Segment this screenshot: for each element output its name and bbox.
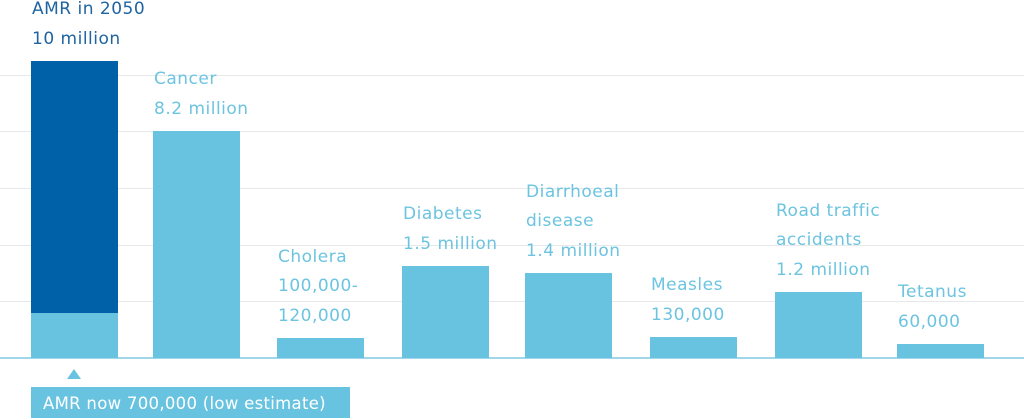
bar-label: Diabetes 1.5 million: [403, 200, 498, 259]
bar-label-line: 1.4 million: [526, 240, 621, 261]
bar-measles: [650, 337, 737, 358]
bar-road-traffic-accidents: [775, 292, 862, 358]
bar-label-line: 130,000: [651, 304, 725, 325]
bar-label: Diarrhoeal disease 1.4 million: [526, 178, 621, 267]
bar-label-line: accidents: [776, 230, 862, 250]
bar-diarrhoeal-disease: [525, 273, 612, 358]
amr-now-pointer-icon: [67, 369, 81, 379]
bar-label-line: 100,000-: [278, 276, 359, 296]
bar-label-line: Diarrhoeal: [526, 181, 620, 202]
bar-label-line: disease: [526, 211, 595, 231]
bar-label: Tetanus 60,000: [898, 278, 967, 337]
bar-label-line: 8.2 million: [154, 98, 249, 119]
gridline: [0, 131, 1024, 132]
bar-label: AMR in 2050 10 million: [32, 0, 145, 54]
amr-now-annotation: AMR now 700,000 (low estimate): [31, 387, 350, 418]
bar-label: Cancer 8.2 million: [154, 65, 249, 124]
bar-label-line: 1.5 million: [403, 233, 498, 254]
bar-amr-in-2050: [31, 61, 118, 358]
gridline: [0, 245, 1024, 246]
bar-label-line: AMR in 2050: [32, 0, 146, 19]
bar-label-line: 120,000: [278, 305, 352, 326]
bar-label-line: 60,000: [898, 311, 961, 332]
bar-label-line: Road traffic: [776, 200, 881, 221]
bar-cholera: [277, 338, 364, 358]
bar-label: Cholera 100,000- 120,000: [278, 243, 358, 332]
bar-tetanus: [897, 344, 984, 358]
bar-label-line: Measles: [651, 275, 723, 295]
x-axis-baseline: [0, 357, 1024, 359]
bar-amr-now: [31, 313, 118, 358]
gridline: [0, 301, 1024, 302]
bar-cancer: [153, 131, 240, 358]
gridline: [0, 75, 1024, 76]
gridline: [0, 188, 1024, 189]
bar-label-line: 10 million: [32, 28, 121, 49]
bar-label-line: 1.2 million: [776, 259, 871, 280]
bar-label-line: Cholera: [278, 246, 348, 267]
bar-label: Road traffic accidents 1.2 million: [776, 197, 880, 286]
bar-label: Measles 130,000: [651, 271, 725, 330]
bar-label-line: Diabetes: [403, 204, 483, 224]
bar-diabetes: [402, 266, 489, 358]
bar-label-line: Tetanus: [898, 282, 967, 302]
bar-label-line: Cancer: [154, 69, 217, 89]
